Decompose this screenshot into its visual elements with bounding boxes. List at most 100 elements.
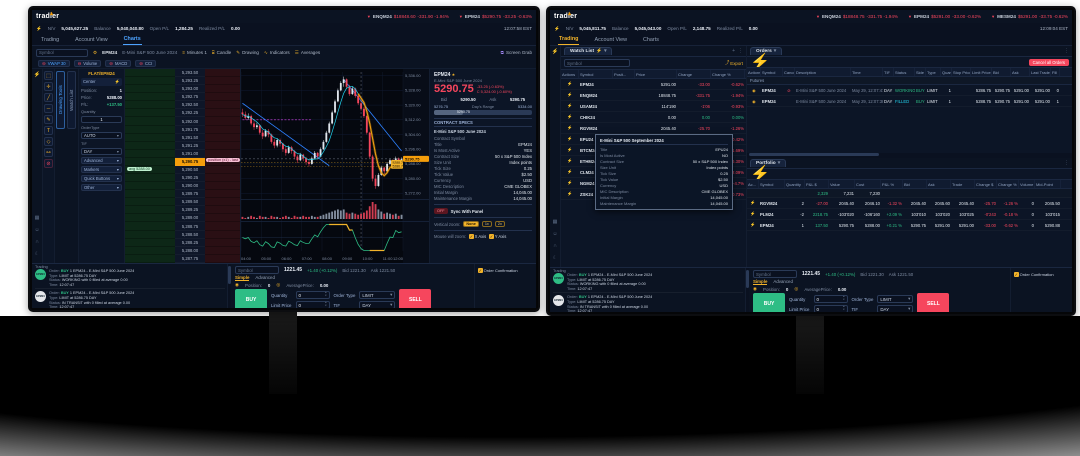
delete-drawing-icon[interactable]: ⊘ — [44, 159, 53, 168]
portfolio-row[interactable]: ⚡ PLM24 -2 2218.75 -103'020 -106'160 +2.09 % 10… — [747, 209, 1072, 220]
ladder-price-cell[interactable]: 5,291.75 — [175, 126, 205, 134]
watchlist-actions-cell[interactable]: ⚡ — [561, 179, 579, 187]
indicator-chip-vwap-30[interactable]: ⊖ VWAP 30 — [38, 60, 70, 67]
dom-center-button[interactable]: Center ⚡ — [81, 78, 122, 86]
ladder-price-cell[interactable]: 5,291.00 — [175, 150, 205, 158]
ladder-bid-cell[interactable] — [125, 85, 175, 94]
remove-indicator-icon[interactable]: ⊖ — [77, 60, 82, 66]
ladder-price-cell[interactable]: 5,291.50 — [175, 134, 205, 142]
right-tif-select[interactable]: DAY ▾ — [877, 305, 914, 312]
export-button[interactable]: ⤴ Export — [725, 60, 743, 66]
ladder-ask-cell[interactable] — [205, 85, 240, 94]
watchlist-row[interactable]: ⚡ ZSK24 -0.73% — [561, 189, 746, 200]
ladder-bid-cell[interactable] — [125, 239, 175, 247]
watchlist-actions-cell[interactable]: ⚡ — [561, 102, 579, 110]
left-order-type-select[interactable]: LIMIT ▾ — [359, 291, 396, 299]
cancel-all-orders-button[interactable]: Cancel all Orders — [1028, 58, 1069, 66]
ladder-bid-cell[interactable] — [125, 206, 175, 215]
ladder-price-cell[interactable]: 5,291.25 — [175, 142, 205, 150]
headset-icon[interactable]: ∩ — [35, 239, 39, 245]
ticker-item[interactable]: ▼ EPM24 $5291.00 -33.00 -0.62% — [908, 14, 981, 19]
ladder-bid-cell[interactable] — [125, 117, 175, 126]
ladder-ask-cell[interactable] — [205, 214, 240, 223]
ladder-price-cell[interactable]: 5,292.50 — [175, 101, 205, 109]
order-actions-icon[interactable]: ◉ — [752, 98, 756, 104]
watchlist-tab[interactable]: Watch List ⚡ ▾ — [564, 47, 613, 55]
ladder-price-cell[interactable]: 5,293.25 — [175, 77, 205, 85]
remove-indicator-icon[interactable]: ⊖ — [42, 60, 46, 66]
chart-style-selector[interactable]: ⌸ Candle — [212, 50, 231, 55]
ticket-symbol-input[interactable]: Symbol — [235, 266, 279, 274]
tab-account-view[interactable]: Account View — [594, 36, 628, 43]
ladder-bid-cell[interactable] — [125, 101, 175, 110]
watchlist-row[interactable]: ⚡ BTCM24 -1.69% — [561, 145, 746, 156]
ladder-price-cell[interactable]: 5,292.00 — [175, 117, 205, 125]
ladder-price-cell[interactable]: 5,289.00 — [175, 214, 205, 222]
lightning-icon[interactable]: ⚡ — [567, 158, 573, 163]
right-limit-price-stepper[interactable]: 0 ▴ ▾ — [813, 305, 848, 312]
tab-charts[interactable]: Charts — [643, 36, 659, 43]
ladder-price-cell[interactable]: 5,288.25 — [175, 239, 205, 247]
ladder-bid-cell[interactable] — [125, 222, 175, 231]
add-icon[interactable]: + — [732, 48, 735, 54]
dom-section-markers[interactable]: Markers ▾ — [81, 166, 122, 173]
ladder-bid-cell[interactable] — [125, 166, 175, 175]
order-row[interactable]: ◉ EPM24 ⊘ E-Mini S&P 500 June 2024 May 29, 1… — [747, 85, 1072, 96]
averages-menu[interactable]: ☰ Averages — [295, 50, 320, 56]
ladder-ask-cell[interactable] — [205, 93, 240, 102]
ladder-bid-cell[interactable] — [125, 174, 175, 183]
lightning-icon[interactable]: ⚡ — [567, 81, 573, 86]
ladder-bid-cell[interactable] — [125, 93, 175, 102]
ladder-price-cell[interactable]: 5,290.50 — [175, 166, 205, 174]
lightning-icon[interactable]: ⚡ — [567, 125, 573, 130]
drawing-tool-0[interactable]: ⬚ — [44, 71, 53, 80]
dom-order-type-select[interactable]: AUTO ▾ — [81, 132, 122, 139]
moon-icon[interactable]: ☾ — [552, 255, 558, 261]
ticker-item[interactable]: ▼ ENQM24 $18848.60 -331.90 -1.94% — [367, 14, 449, 19]
lightning-icon[interactable]: ⚡ — [750, 222, 756, 227]
side-tab-drawing-tools[interactable]: Drawing Tools — [56, 71, 65, 129]
order-actions-cell[interactable]: ◉ — [747, 98, 761, 105]
notifications-scrollbar[interactable] — [228, 264, 231, 308]
cancel-order-icon[interactable]: ⊘ — [787, 87, 791, 93]
kebab-menu-icon[interactable]: ⋮ — [1064, 48, 1069, 54]
buy-button[interactable]: BUY — [753, 293, 785, 312]
ladder-ask-cell[interactable] — [205, 255, 240, 263]
lightning-icon[interactable]: ⚡ — [567, 180, 573, 185]
right-quantity-stepper[interactable]: 0 ▴ ▾ — [813, 295, 848, 303]
stepper-arrows-icon[interactable]: ▴ ▾ — [325, 302, 326, 307]
ladder-price-cell[interactable]: 5,288.50 — [175, 231, 205, 239]
ladder-ask-cell[interactable] — [205, 142, 240, 150]
mouse-zoom-checkbox[interactable]: ✓ X Axis — [469, 234, 486, 239]
lightning-icon[interactable]: ⚡ — [551, 49, 559, 55]
orders-tab[interactable]: Orders ▾ — [750, 47, 783, 55]
drawing-tool-5[interactable]: T — [44, 126, 53, 135]
lightning-icon[interactable]: ⚡ — [567, 191, 573, 196]
ladder-bid-cell[interactable] — [125, 77, 175, 86]
star-icon[interactable]: ★ — [450, 72, 456, 77]
order-confirmation-checkbox[interactable]: ✓ — [478, 268, 483, 273]
watchlist-symbol-input[interactable]: Symbol — [564, 59, 630, 67]
apps-icon[interactable]: ▦ — [552, 219, 558, 225]
drawing-tool-3[interactable]: ─ — [44, 104, 53, 113]
ladder-ask-cell[interactable] — [205, 198, 240, 207]
vzoom-2x[interactable]: 2x — [494, 221, 505, 227]
user-icon[interactable]: ☺ — [552, 231, 558, 237]
watchlist-actions-cell[interactable]: ⚡ — [561, 157, 579, 165]
watchlist-actions-cell[interactable]: ⚡ — [561, 124, 579, 132]
lightning-icon[interactable]: ⚡ — [750, 166, 770, 183]
ladder-ask-cell[interactable] — [205, 77, 240, 86]
scrollbar-thumb[interactable] — [749, 153, 879, 156]
portfolio-actions-cell[interactable]: ⚡ — [747, 199, 759, 207]
ladder-ask-cell[interactable] — [205, 190, 240, 199]
lightning-icon[interactable]: ⚡ — [750, 211, 756, 216]
ladder-price-cell[interactable]: 5,293.50 — [175, 69, 205, 77]
sell-button[interactable]: SELL — [917, 293, 950, 312]
order-notification[interactable]: EPM24 Order: BUY 1 EPM24 - E-Mini S&P 500… — [553, 273, 743, 294]
sync-toggle[interactable]: OFF — [434, 208, 448, 214]
lightning-icon[interactable]: ⚡ — [33, 72, 41, 78]
ladder-ask-cell[interactable] — [205, 109, 240, 118]
ladder-ask-cell[interactable] — [205, 239, 240, 247]
stepper-arrows-icon[interactable]: ▴ ▾ — [843, 306, 844, 311]
ticket-tab-simple[interactable]: Simple — [235, 275, 250, 281]
